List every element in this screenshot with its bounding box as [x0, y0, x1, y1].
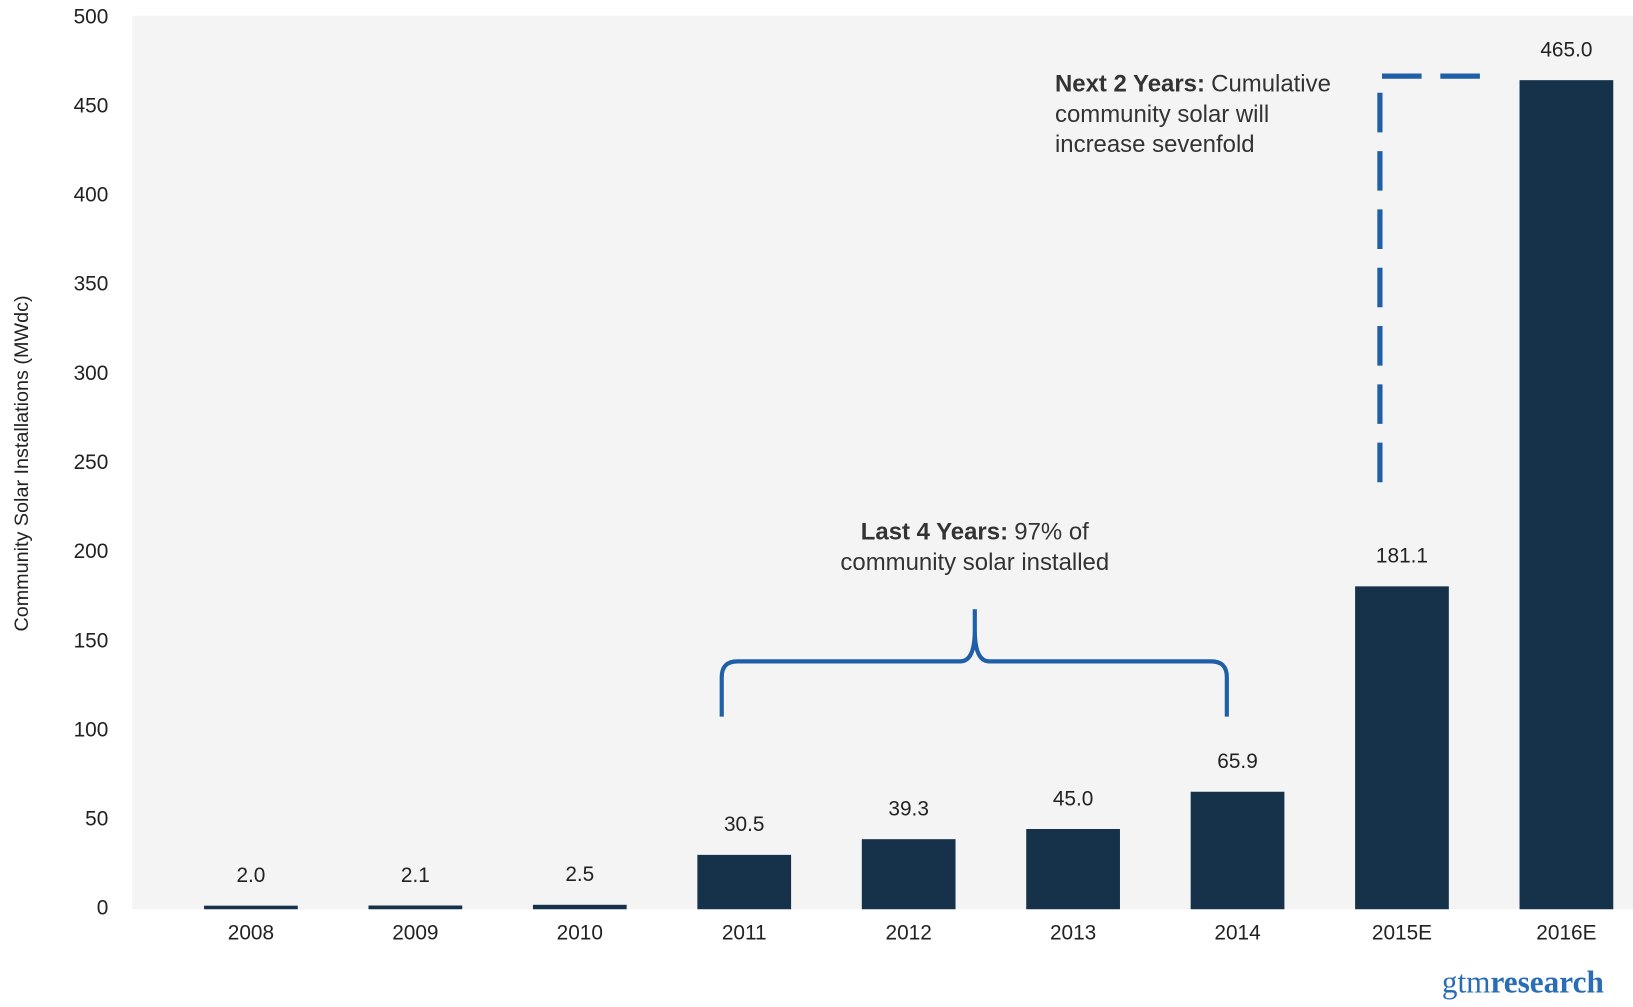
bar — [204, 905, 298, 910]
value-label: 181.1 — [1376, 545, 1428, 568]
x-tick-label: 2008 — [228, 922, 274, 945]
value-label: 2.0 — [236, 864, 265, 887]
x-tick-label: 2010 — [557, 922, 603, 945]
bar — [861, 839, 956, 910]
dashed-connector — [1377, 73, 1481, 483]
bar — [1355, 586, 1449, 910]
brace — [719, 609, 1229, 717]
y-tick-label: 200 — [74, 540, 109, 563]
bar — [1190, 791, 1285, 910]
x-tick-label: 2015E — [1372, 922, 1432, 945]
annotation: Next 2 Years: Cumulative — [1055, 71, 1331, 98]
annotation-text: 97% of — [1014, 519, 1089, 546]
value-label: 2.1 — [401, 864, 430, 887]
y-tick-label: 250 — [74, 451, 109, 474]
annotation-bold: Last 4 Years: — [861, 519, 1008, 546]
y-tick-label: 300 — [74, 362, 109, 385]
x-tick-label: 2013 — [1050, 922, 1096, 945]
y-tick-label: 50 — [85, 808, 108, 831]
annotation: Last 4 Years: 97% of — [861, 519, 1089, 546]
value-label: 30.5 — [724, 813, 765, 836]
annotation-text: Cumulative — [1211, 71, 1331, 98]
y-axis-label: Community Solar Installations (MWdc) — [11, 295, 33, 631]
bar — [1519, 80, 1614, 910]
value-label: 65.9 — [1217, 750, 1258, 773]
logo-light: gtm — [1442, 964, 1491, 999]
bar — [532, 904, 627, 910]
x-tick-label: 2016E — [1536, 922, 1596, 945]
y-tick-label: 450 — [74, 94, 109, 117]
annotation-text: increase sevenfold — [1055, 131, 1255, 158]
bar — [368, 905, 463, 910]
annotation-bold: Next 2 Years: — [1055, 71, 1205, 98]
annotation-text: community solar will — [1055, 101, 1269, 128]
x-tick-label: 2009 — [392, 922, 438, 945]
logo: gtmresearch — [1442, 964, 1604, 999]
x-tick-label: 2012 — [886, 922, 932, 945]
y-tick-label: 500 — [74, 5, 109, 28]
y-tick-label: 350 — [74, 273, 109, 296]
value-label: 39.3 — [888, 798, 929, 821]
y-tick-label: 150 — [74, 629, 109, 652]
value-label: 2.5 — [565, 863, 594, 886]
y-tick-label: 0 — [97, 897, 109, 920]
y-tick-label: 100 — [74, 718, 109, 741]
x-tick-label: 2014 — [1214, 922, 1260, 945]
value-label: 45.0 — [1053, 787, 1094, 810]
bar — [697, 854, 792, 910]
y-tick-label: 400 — [74, 184, 109, 207]
logo-bold: research — [1490, 964, 1603, 999]
x-tick-label: 2011 — [722, 922, 767, 945]
value-label: 465.0 — [1540, 39, 1592, 62]
annotation-text: community solar installed — [840, 549, 1109, 576]
bar — [1026, 829, 1120, 910]
